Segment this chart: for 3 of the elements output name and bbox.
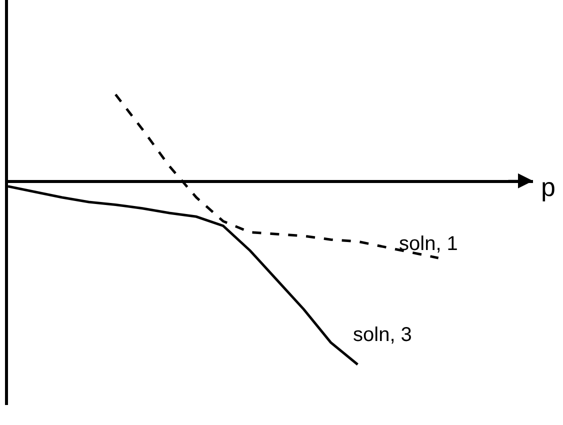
series-label: soln, 3 [353, 324, 412, 346]
series-label: soln, 1 [399, 233, 458, 255]
x-axis-title: p [541, 172, 556, 202]
